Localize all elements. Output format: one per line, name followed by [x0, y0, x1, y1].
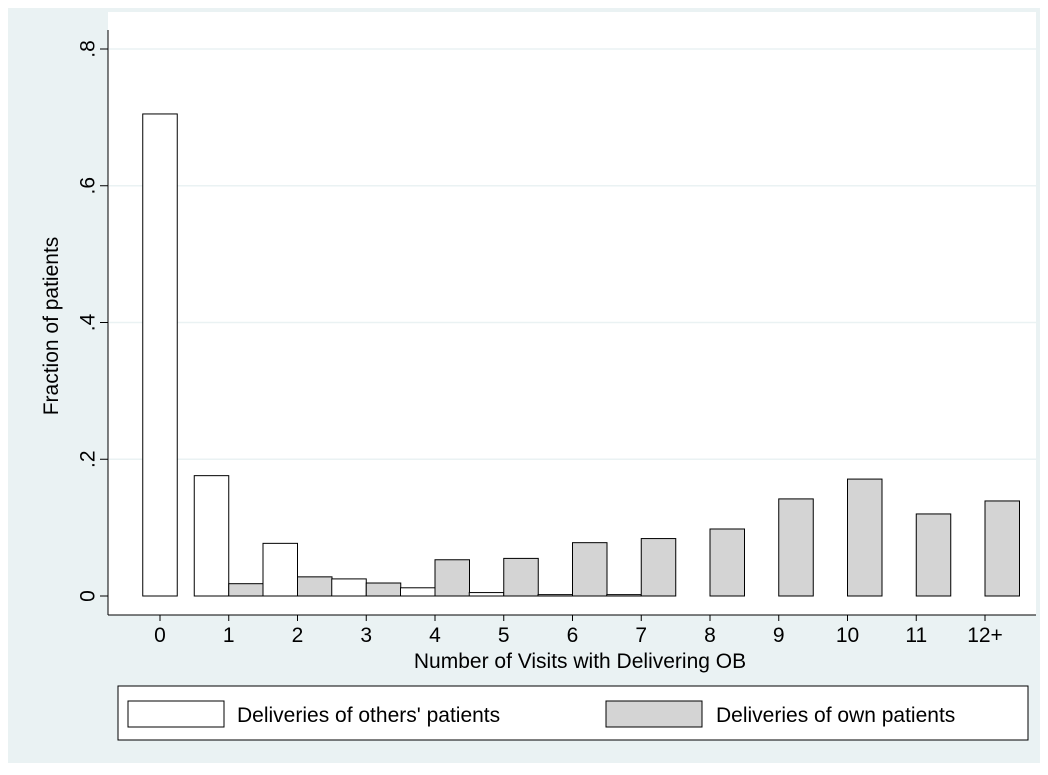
x-tick-label: 3: [360, 624, 372, 647]
x-tick-label: 4: [429, 624, 441, 647]
x-tick-label: 9: [773, 624, 785, 647]
y-tick-label: 0: [77, 590, 100, 602]
x-tick-label: 1: [223, 624, 235, 647]
bar-own-9: [778, 498, 814, 597]
y-tick-label: .8: [77, 40, 100, 58]
bar-own-8: [709, 528, 745, 597]
x-tick-label: 0: [154, 624, 166, 647]
bar-others-1: [193, 475, 230, 597]
bar-own-12+: [984, 500, 1020, 597]
x-tick-label: 7: [635, 624, 647, 647]
bar-others-7: [606, 594, 642, 597]
y-tick-label: .6: [77, 177, 100, 195]
x-tick-label: 12+: [967, 624, 1003, 647]
bar-others-0: [142, 113, 178, 597]
bar-own-4: [434, 559, 470, 597]
bar-own-7: [640, 538, 677, 597]
bar-others-2: [262, 542, 298, 597]
bars: [142, 113, 1020, 597]
bar-others-4: [400, 587, 436, 597]
x-tick-label: 6: [567, 624, 579, 647]
x-tick-label: 10: [836, 624, 859, 647]
bar-own-11: [915, 513, 952, 597]
bar-own-1: [228, 583, 264, 597]
bar-others-6: [537, 594, 573, 597]
legend-swatch-others: [127, 700, 225, 728]
bar-own-10: [847, 478, 883, 597]
x-ticks: 0 1 2 3 4 5 6 7 8 9 10 11 12+: [154, 615, 1003, 647]
bar-own-3: [365, 582, 402, 597]
x-tick-label: 2: [292, 624, 304, 647]
legend: Deliveries of others' patients Deliverie…: [117, 685, 1029, 741]
bar-own-6: [572, 542, 608, 597]
gridlines: [109, 48, 1036, 460]
x-tick-label: 11: [905, 624, 927, 647]
plot-area: [108, 12, 1036, 615]
x-axis-label: Number of Visits with Delivering OB: [414, 650, 746, 673]
x-tick-label: 8: [704, 624, 716, 647]
bar-own-5: [503, 557, 539, 597]
bar-others-5: [468, 592, 505, 597]
y-tick-label: .2: [77, 450, 100, 468]
y-tick-label: .4: [77, 313, 100, 331]
legend-swatch-own: [605, 700, 703, 728]
bar-others-3: [331, 578, 367, 597]
legend-label-own: Deliveries of own patients: [716, 704, 955, 727]
y-ticks: 0 .2 .4 .6 .8: [77, 40, 108, 602]
legend-label-others: Deliveries of others' patients: [237, 704, 500, 727]
bar-own-2: [297, 576, 333, 597]
x-tick-label: 5: [498, 624, 510, 647]
legend-box: [117, 685, 1029, 741]
y-axis-label: Fraction of patients: [40, 237, 63, 416]
